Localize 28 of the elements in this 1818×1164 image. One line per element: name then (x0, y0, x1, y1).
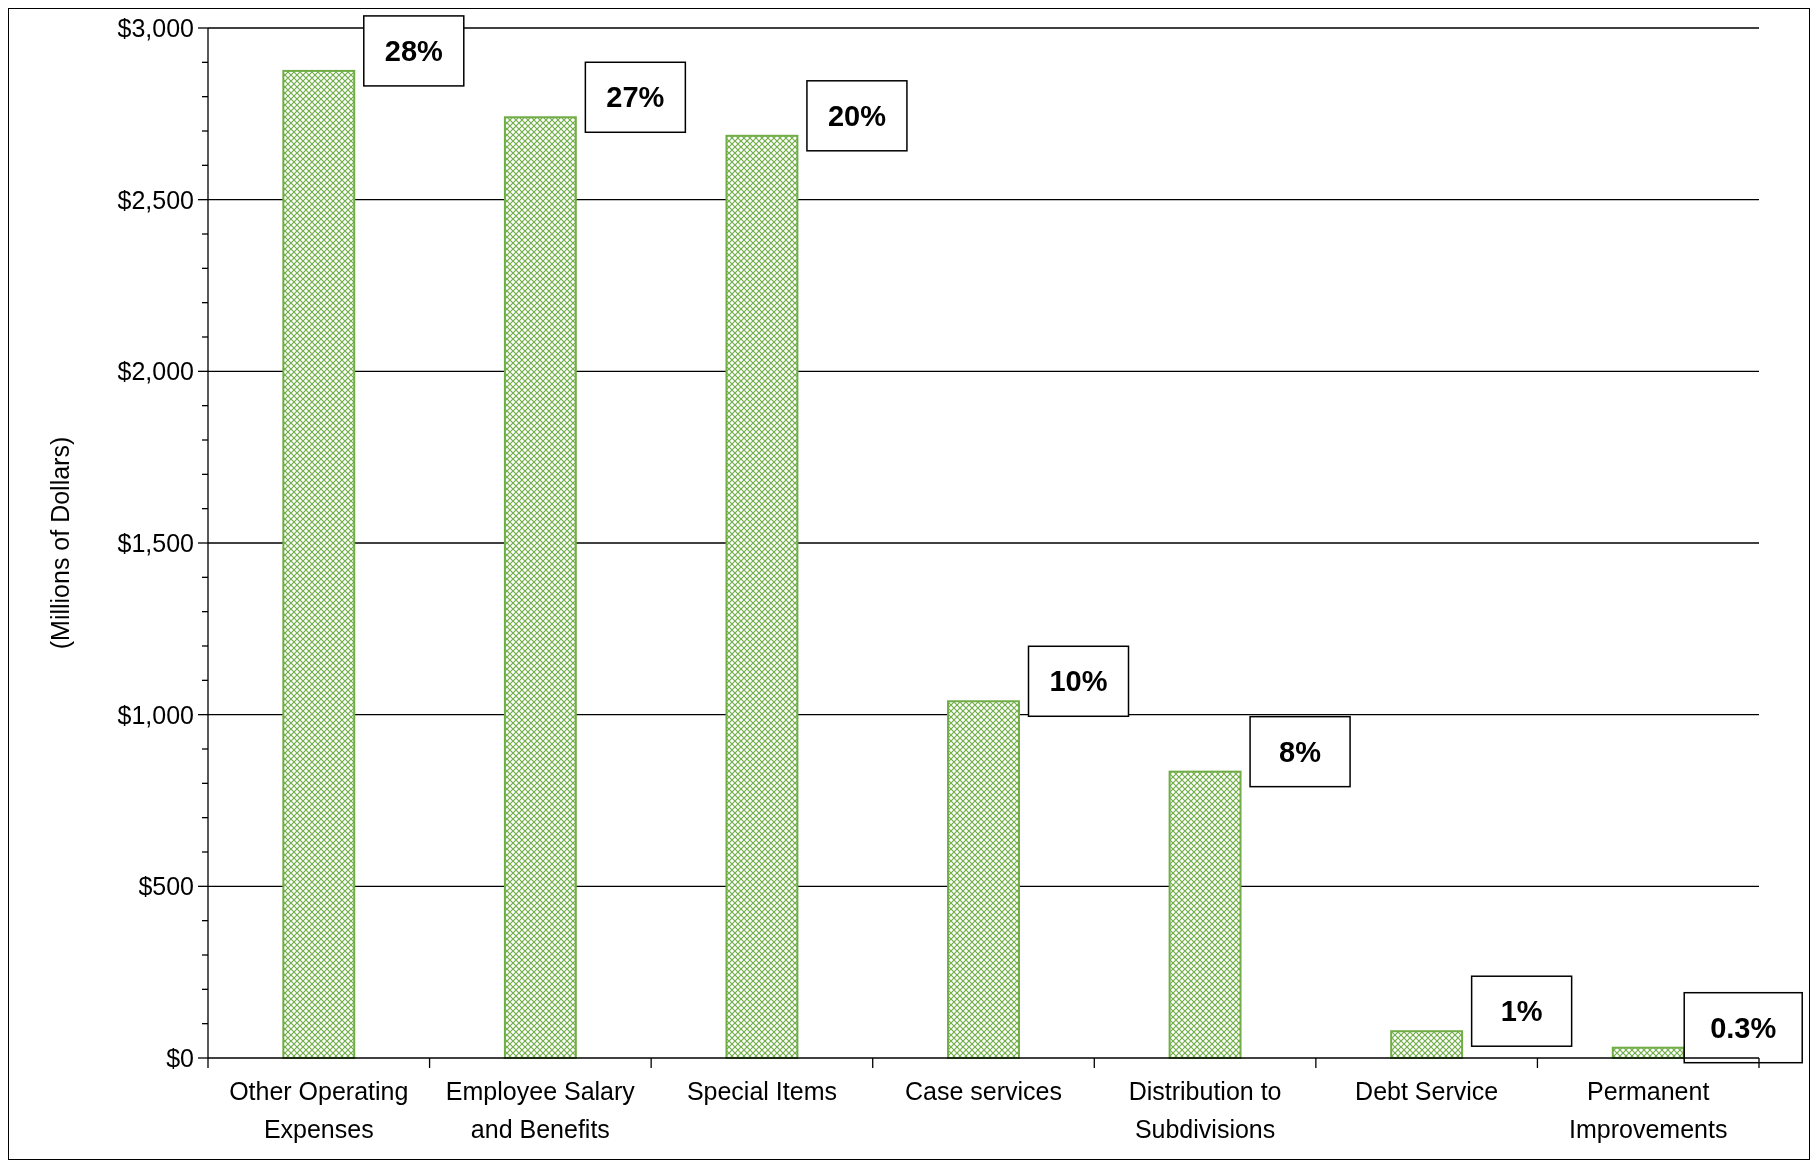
x-tick-label: Special Items (686, 1077, 837, 1105)
y-tick-label: $0 (166, 1044, 194, 1072)
bar (1168, 770, 1242, 1059)
bar (1390, 1030, 1464, 1059)
x-tick-label: Employee Salary and Benefits (445, 1077, 636, 1143)
y-tick-label: $1,000 (117, 700, 194, 729)
y-tick-label: $500 (138, 872, 194, 901)
bar (725, 134, 799, 1059)
bar (947, 700, 1020, 1059)
bar (503, 116, 577, 1059)
annotation: 1% (1500, 995, 1543, 1028)
bar (282, 69, 356, 1059)
annotation: 20% (827, 99, 887, 132)
x-tick-label: Case services (905, 1077, 1062, 1105)
x-tick-label: Other Operating Expenses (229, 1077, 409, 1143)
x-tick-label: Distribution to Subdivisions (1128, 1077, 1282, 1143)
x-tick-label: Debt Service (1355, 1077, 1499, 1105)
x-tick-label: Permanent Improvements (1569, 1077, 1728, 1143)
annotation: 27% (606, 81, 665, 114)
annotation: 8% (1279, 735, 1322, 768)
y-tick-label: $2,500 (117, 185, 194, 214)
annotation: 0.3% (1710, 1011, 1777, 1044)
annotation: 10% (1049, 665, 1108, 698)
y-tick-label: $2,000 (117, 357, 194, 386)
annotation: 28% (384, 34, 444, 67)
y-tick-label: $1,500 (117, 529, 194, 557)
y-tick-label: $3,000 (117, 14, 194, 42)
y-axis-title: (Millions of Dollars) (46, 436, 74, 650)
